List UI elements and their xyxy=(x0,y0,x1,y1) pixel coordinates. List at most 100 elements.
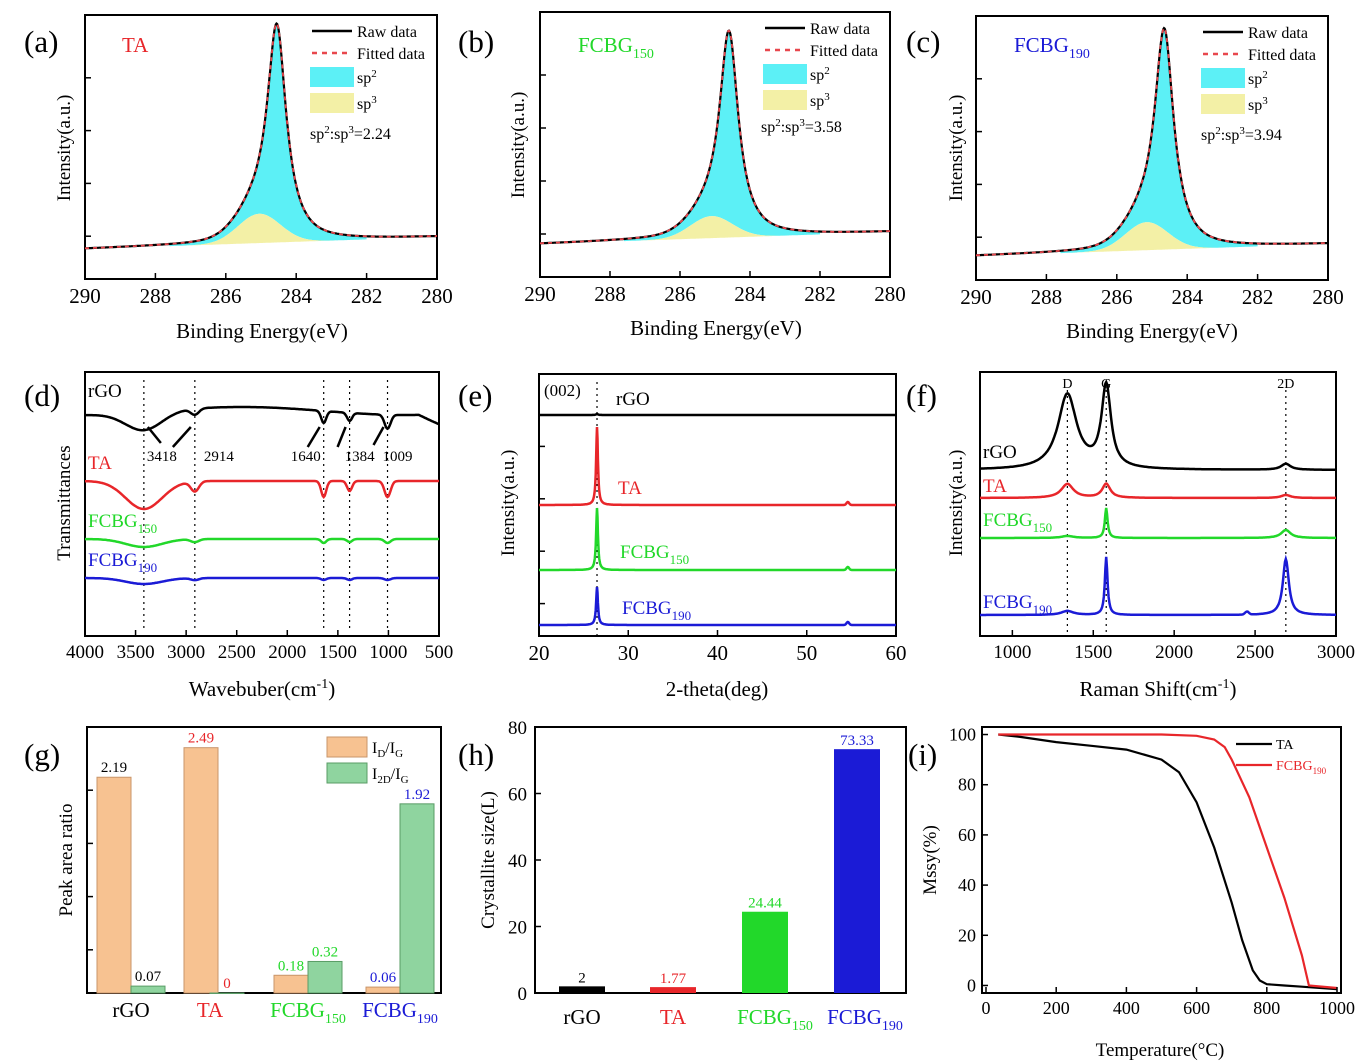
sample-name: FCBG xyxy=(1014,33,1069,57)
plot-frame xyxy=(84,371,440,637)
panel-g-bar-ratio: 2.19 2.49 0.18 0.06 0.07 0 0.32 1.92 (g) Peak a… xyxy=(24,726,442,1027)
peak-annotation: (002) xyxy=(544,381,581,400)
legend-label: FCBG190 xyxy=(1276,759,1327,776)
x-tick-label: 20 xyxy=(529,641,550,665)
bar-i2d-ig xyxy=(209,992,245,994)
x-tick-label: 60 xyxy=(886,641,907,665)
fitted-data-line xyxy=(976,26,1329,257)
x-tick-label: 2500 xyxy=(1236,642,1274,663)
sp2-area xyxy=(624,30,820,242)
bar-value-label: 0.06 xyxy=(370,970,397,986)
y-tick-label: 20 xyxy=(508,918,527,939)
sp2-area xyxy=(169,23,367,247)
xlabel-text: Raman Shift(cm xyxy=(1080,677,1218,701)
series-sub: 190 xyxy=(672,608,692,623)
legend-label: TA xyxy=(1276,738,1294,753)
ratio-label: sp2:sp3=2.24 xyxy=(310,124,391,143)
legend-text: Fitted data xyxy=(357,46,425,63)
bar-value-label: 0.18 xyxy=(278,958,304,974)
y-axis-label: Crystallite size(L) xyxy=(478,791,499,929)
xlabel-text: Wavebuber(cm xyxy=(189,677,317,701)
sample-sub: 190 xyxy=(1069,47,1090,62)
panel-c-xps-fcbg190: (c) FCBG190 Binding Energy(eV) Intensity… xyxy=(906,15,1344,343)
series-name: TA xyxy=(88,453,112,474)
x-ticks: 0 200 400 600 800 1000 xyxy=(982,987,1355,1018)
legend-text: Fitted data xyxy=(810,43,878,60)
y-axis-label: Intensity(a.u.) xyxy=(946,450,967,557)
series-name: FCBG xyxy=(88,511,138,532)
legend-text: sp xyxy=(357,70,371,87)
x-tick-label: 1000 xyxy=(993,642,1031,663)
series-label: FCBG190 xyxy=(983,592,1052,617)
panel-label: (g) xyxy=(24,737,60,772)
series-line-fcbg150 xyxy=(980,507,1336,540)
x-ticks: 290 288 286 284 282 280 xyxy=(960,78,1344,309)
bar-i2d-ig xyxy=(307,960,343,994)
panel-label: (b) xyxy=(458,24,494,59)
series-line-fcbg150 xyxy=(84,537,439,549)
series-name: FCBG xyxy=(983,592,1033,613)
ratio-part: =3.58 xyxy=(805,119,842,136)
category-name: FCBG xyxy=(270,998,325,1022)
legend-text: sp xyxy=(357,96,371,113)
legend-sp3-swatch xyxy=(1201,94,1245,114)
series-label: rGO xyxy=(616,389,650,410)
panel-label: (a) xyxy=(24,24,58,59)
legend-label: ID/IG xyxy=(372,740,403,760)
series-name: FCBG xyxy=(983,510,1033,531)
ratio-part: :sp xyxy=(330,126,349,143)
category-name: FCBG xyxy=(362,998,417,1022)
category-label: rGO xyxy=(563,1005,600,1029)
x-ticks: 290 288 286 284 282 280 xyxy=(524,74,906,306)
x-tick-label: 3000 xyxy=(167,642,205,663)
series-line-ta xyxy=(998,733,1338,991)
category-label: FCBG190 xyxy=(362,998,438,1027)
panel-h-bars: 2 1.77 24.44 73.33 xyxy=(559,733,880,993)
bar-id-ig xyxy=(365,986,401,994)
legend-label: Fitted data xyxy=(810,43,878,60)
y-tick-label: 100 xyxy=(949,725,976,745)
legend-label: Fitted data xyxy=(357,46,425,63)
bar-value-label: 2 xyxy=(578,970,586,986)
legend-label: Fitted data xyxy=(1248,47,1316,64)
series-label: TA xyxy=(983,476,1007,497)
legend-text: FCBG xyxy=(1276,759,1313,774)
panel-label: (c) xyxy=(906,24,940,59)
x-tick-label: 0 xyxy=(982,998,991,1018)
panel-label: (f) xyxy=(906,378,937,413)
category-sub: 150 xyxy=(792,1019,813,1034)
series-label: rGO xyxy=(88,381,122,402)
category-name: FCBG xyxy=(827,1005,882,1029)
ratio-sup: 2 xyxy=(324,124,330,136)
bar-value-label: 1.77 xyxy=(660,971,687,987)
legend: TA FCBG190 xyxy=(1236,738,1327,776)
series-line-fcbg190 xyxy=(998,733,1338,990)
x-tick-label: 50 xyxy=(796,641,817,665)
category-name: FCBG xyxy=(737,1005,792,1029)
y-tick-label: 60 xyxy=(508,785,527,806)
bar-id-ig xyxy=(183,747,219,994)
peak-arrow xyxy=(372,426,385,446)
legend-i2d-ig-swatch xyxy=(326,762,368,784)
x-ticks: 20 30 40 50 60 xyxy=(529,445,907,665)
legend-label: sp3 xyxy=(357,94,377,113)
x-axis-label: Binding Energy(eV) xyxy=(1066,319,1238,343)
x-tick-label: 30 xyxy=(618,641,639,665)
series-label: FCBG190 xyxy=(88,550,157,575)
bar-value-label: 1.92 xyxy=(404,787,430,803)
category-name: rGO xyxy=(112,998,149,1022)
bar-crystallite-size xyxy=(559,986,605,993)
y-tick-label: 0 xyxy=(967,975,976,995)
legend-id-ig-swatch xyxy=(326,736,368,758)
legend-text: I xyxy=(372,766,377,783)
legend-text: Fitted data xyxy=(1248,47,1316,64)
category-sub: 190 xyxy=(882,1019,903,1034)
ratio-sup: 3 xyxy=(799,117,805,129)
x-tick-label: 200 xyxy=(1043,998,1070,1018)
x-axis-label: Binding Energy(eV) xyxy=(630,316,802,340)
series-name: FCBG xyxy=(620,542,670,563)
